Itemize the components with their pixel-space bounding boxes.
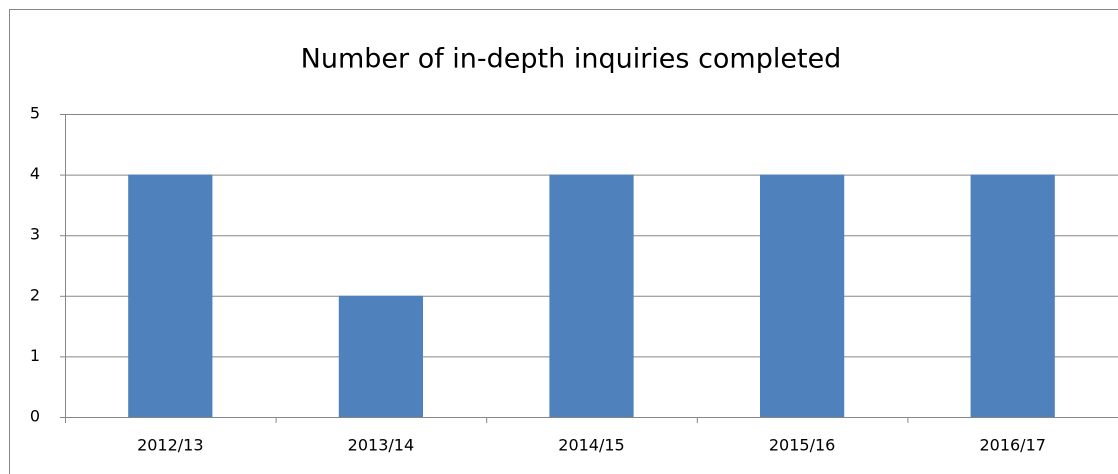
x-tick-label: 2016/17 bbox=[979, 436, 1045, 455]
x-tick-label: 2014/15 bbox=[558, 436, 624, 455]
x-tick-label: 2013/14 bbox=[348, 436, 414, 455]
y-tick-label: 1 bbox=[30, 346, 40, 365]
x-tick-label: 2015/16 bbox=[769, 436, 835, 455]
y-tick-label: 4 bbox=[30, 164, 40, 183]
y-tick-label: 5 bbox=[30, 104, 40, 123]
bar bbox=[549, 174, 634, 417]
bar bbox=[338, 295, 424, 417]
bar bbox=[128, 174, 213, 417]
y-tick-label: 2 bbox=[30, 285, 40, 304]
chart-title: Number of in-depth inquiries completed bbox=[301, 44, 842, 75]
bar bbox=[970, 174, 1055, 417]
y-tick-label: 3 bbox=[30, 225, 40, 244]
x-tick-label: 2012/13 bbox=[137, 436, 203, 455]
y-tick-label: 0 bbox=[30, 407, 40, 426]
bar bbox=[759, 174, 845, 417]
